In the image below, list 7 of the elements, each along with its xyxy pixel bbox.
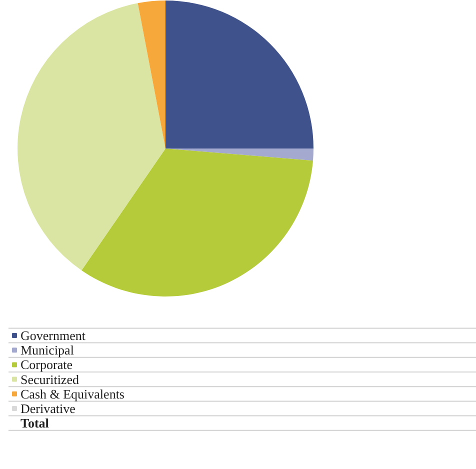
legend-label: Derivative [20,401,76,416]
legend-label: Corporate [20,357,73,372]
legend-label: Cash & Equivalents [20,386,124,402]
legend-label: Securitized [20,372,80,387]
legend-label: Municipal [20,342,74,358]
legend-label: Government [20,328,86,343]
text: Total [20,416,50,431]
